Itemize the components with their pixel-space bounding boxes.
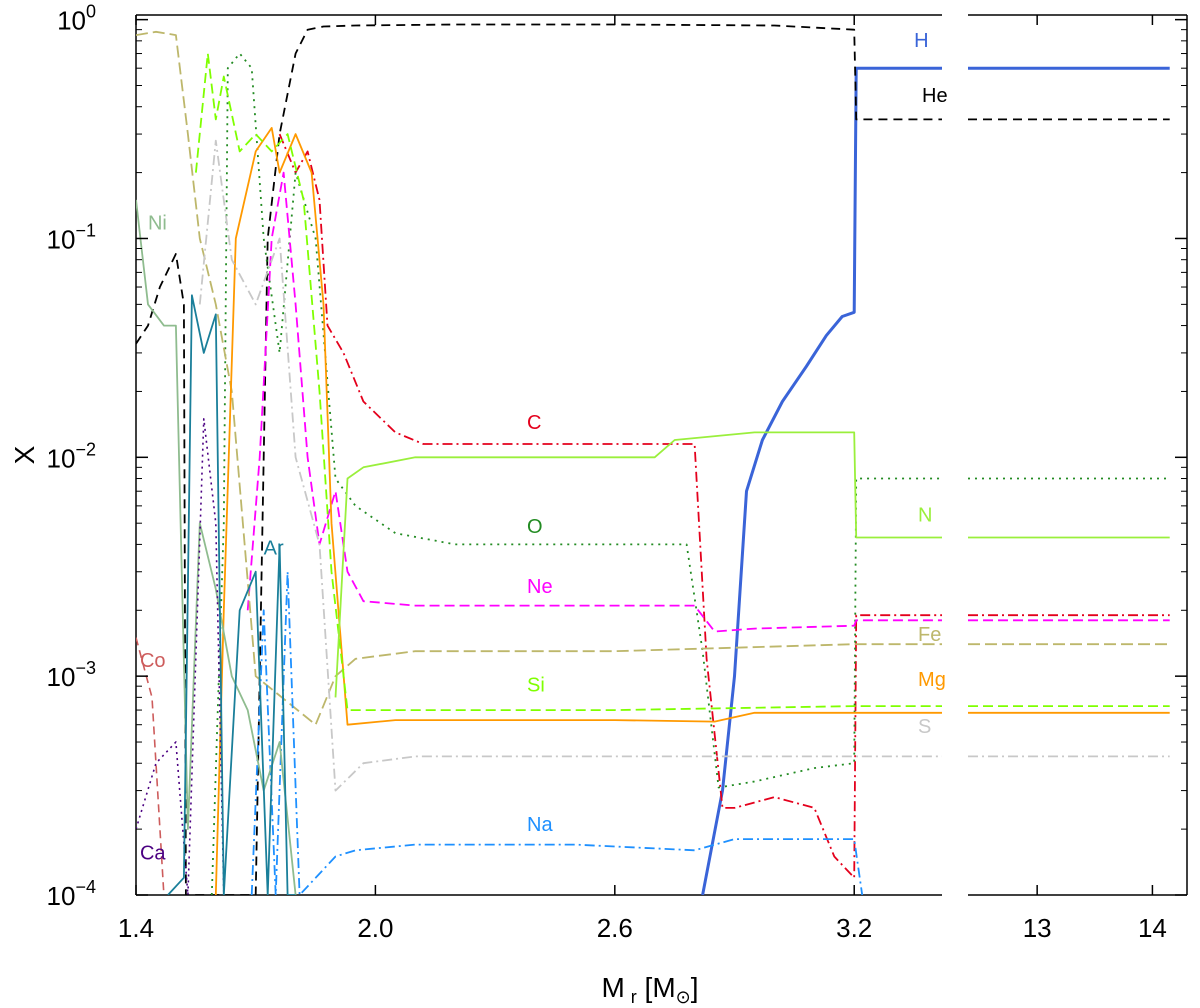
series-ar-label: Ar	[264, 537, 284, 559]
x-tick-label: 2.6	[597, 913, 633, 943]
series-n-line	[334, 431, 942, 698]
series-fe-label: Fe	[918, 624, 941, 646]
series-ar-line	[167, 294, 296, 895]
series-ne-line	[246, 171, 942, 633]
x-tick-label: 14	[1138, 913, 1167, 943]
series-o-line	[210, 52, 942, 895]
series-na-label: Na	[527, 814, 553, 836]
series-ni-label: Ni	[148, 212, 167, 234]
y-tick-label: 10−4	[47, 877, 96, 911]
y-tick-label: 10−3	[47, 658, 96, 692]
series-na-line	[250, 570, 864, 895]
y-tick-label: 10−1	[47, 220, 96, 254]
series-mg-label: Mg	[918, 669, 946, 691]
y-axis-label: X	[9, 445, 40, 464]
series-ni-line	[136, 199, 297, 895]
series-ne-label: Ne	[527, 576, 553, 598]
y-tick-label: 100	[57, 2, 96, 36]
axis-ticks: 1.4 2.0 2.6 3.2 13 14 100 10−1 10−2 10−3 10−4	[47, 2, 1187, 943]
series-mg-line	[214, 127, 942, 895]
series-c-label: C	[527, 412, 541, 434]
x-tick-label: 3.2	[836, 913, 872, 943]
series-h-line	[701, 66, 942, 895]
series-co-label: Co	[140, 650, 166, 672]
series-he-label: He	[922, 85, 948, 107]
series-c-line	[278, 133, 942, 879]
x-tick-label: 1.4	[118, 913, 154, 943]
series-o-label: O	[527, 516, 543, 538]
series-he-line	[136, 23, 942, 895]
series-co-line	[136, 637, 165, 895]
series-h-label: H	[914, 30, 928, 52]
series-s-line	[198, 139, 942, 792]
series-n-label: N	[918, 504, 932, 526]
right-panel-curves	[968, 66, 1170, 758]
series-s-label: S	[918, 716, 931, 738]
series-fe-line	[136, 30, 942, 726]
x-tick-label: 13	[1023, 913, 1052, 943]
x-tick-label: 2.0	[357, 913, 393, 943]
series-labels: H He C O Ne Fe Mg Si S Na N Ni Co Ca Ar	[140, 30, 948, 865]
series-si-label: Si	[527, 675, 545, 697]
left-panel-curves	[136, 23, 942, 895]
plot-frame	[135, 14, 1188, 896]
series-ca-label: Ca	[140, 843, 166, 865]
y-tick-label: 10−2	[47, 439, 96, 473]
series-si-line	[195, 52, 942, 711]
